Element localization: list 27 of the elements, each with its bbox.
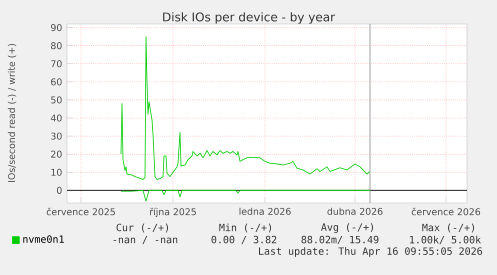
- text: -nan / -nan: [114, 236, 178, 244]
- y-tick-label: 60: [51, 78, 62, 86]
- y-tick-label: 20: [51, 150, 62, 158]
- y-tick-label: 30: [51, 132, 62, 140]
- y-tick-label: 0: [56, 186, 62, 194]
- y-tick-label: 40: [50, 114, 62, 122]
- y-tick-label: 80: [51, 42, 62, 50]
- y-tick-label: 90: [51, 24, 62, 32]
- text: Min (-/+): [219, 224, 271, 232]
- x-tick-label: července 2026: [412, 208, 480, 216]
- y-tick-label: 70: [51, 60, 62, 68]
- chart-title: Disk IOs per device - by year: [163, 12, 336, 24]
- x-tick-label: ledna 2026: [240, 208, 291, 215]
- y-tick-label: 10: [51, 168, 62, 176]
- text: Last update: Thu Apr 16 09:55:05 2026: [259, 247, 482, 257]
- text: 88.02m/ 15.49: [302, 236, 378, 244]
- x-tick-label: července 2025: [46, 208, 115, 216]
- text: Cur (-/+): [116, 224, 168, 232]
- y-tick-label: 50: [51, 96, 62, 104]
- x-tick-label: dubna 2026: [327, 208, 382, 215]
- text: 1.00k/ 5.00k: [410, 236, 481, 244]
- legend-label: nvme0n1: [23, 235, 64, 243]
- y-axis-title: IOs/second read (-) / write (+): [8, 44, 16, 182]
- text: 0.00 / 3.82: [212, 236, 276, 244]
- text: Avg (-/+): [321, 223, 373, 233]
- x-tick-label: října 2025: [150, 208, 196, 218]
- text: Max (-/+): [422, 224, 474, 232]
